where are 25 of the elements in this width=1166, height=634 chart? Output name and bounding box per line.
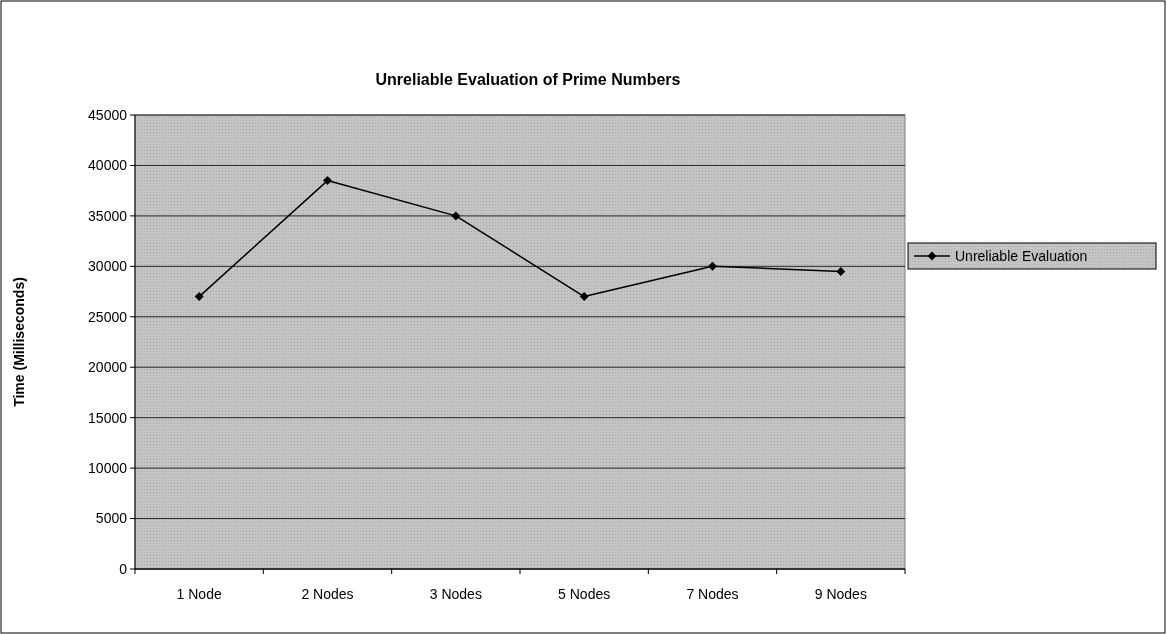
x-tick-label: 5 Nodes (558, 586, 611, 602)
y-tick-label: 5000 (95, 510, 128, 527)
point (579, 292, 589, 302)
x-tick-label: 3 Nodes (429, 586, 482, 602)
legend-label: Unreliable Evaluation (955, 247, 1088, 264)
y-tick-label: 15000 (88, 409, 128, 426)
y-tick-label: 20000 (88, 359, 128, 376)
y-tick-label: 40000 (88, 157, 128, 174)
x-tick-label: 7 Nodes (686, 586, 739, 602)
y-tick-label: 10000 (88, 460, 128, 477)
x-tick-label: 2 Nodes (301, 586, 354, 602)
y-tick-label: 35000 (88, 207, 128, 224)
point (836, 266, 846, 276)
point (194, 292, 204, 302)
point (708, 261, 717, 271)
y-tick-label: 45000 (88, 106, 128, 123)
point (323, 176, 332, 186)
y-tick-label: 0 (119, 560, 128, 577)
y-tick-label: 30000 (88, 258, 128, 275)
x-tick-label: 1 Node (176, 586, 222, 602)
y-axis-title: Time (Milliseconds) (11, 277, 27, 407)
point (451, 211, 461, 221)
x-tick-label: 9 Nodes (814, 586, 867, 602)
y-tick-label: 25000 (88, 308, 128, 325)
chart-title: Unreliable Evaluation of Prime Numbers (375, 71, 681, 88)
